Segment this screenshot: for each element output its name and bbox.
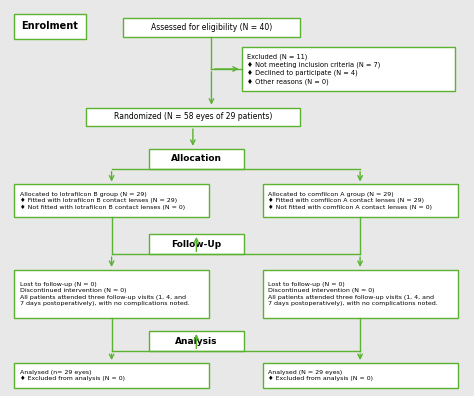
- FancyBboxPatch shape: [149, 331, 244, 351]
- Text: Follow-Up: Follow-Up: [171, 240, 221, 249]
- FancyBboxPatch shape: [86, 108, 300, 126]
- Text: Analysis: Analysis: [175, 337, 218, 346]
- FancyBboxPatch shape: [14, 13, 86, 39]
- Text: Randomized (N = 58 eyes of 29 patients): Randomized (N = 58 eyes of 29 patients): [114, 112, 272, 122]
- FancyBboxPatch shape: [14, 185, 209, 217]
- FancyBboxPatch shape: [14, 270, 209, 318]
- Text: Lost to follow-up (N = 0)
Discontinued intervention (N = 0)
All patients attende: Lost to follow-up (N = 0) Discontinued i…: [19, 282, 189, 306]
- Text: Analysed (n= 29 eyes)
♦ Excluded from analysis (N = 0): Analysed (n= 29 eyes) ♦ Excluded from an…: [19, 369, 125, 381]
- Text: Excluded (N = 11)
♦ Not meeting inclusion criteria (N = 7)
♦ Declined to partici: Excluded (N = 11) ♦ Not meeting inclusio…: [247, 53, 381, 85]
- FancyBboxPatch shape: [263, 185, 458, 217]
- FancyBboxPatch shape: [149, 234, 244, 254]
- Text: Enrolment: Enrolment: [22, 21, 79, 31]
- FancyBboxPatch shape: [242, 47, 456, 91]
- FancyBboxPatch shape: [123, 17, 300, 37]
- Text: Analysed (N = 29 eyes)
♦ Excluded from analysis (N = 0): Analysed (N = 29 eyes) ♦ Excluded from a…: [268, 369, 373, 381]
- Text: Allocated to lotrafilcon B group (N = 29)
♦ Fitted with lotrafilcon B contact le: Allocated to lotrafilcon B group (N = 29…: [19, 192, 185, 210]
- FancyBboxPatch shape: [263, 270, 458, 318]
- FancyBboxPatch shape: [149, 149, 244, 169]
- Text: Allocated to comfilcon A group (N = 29)
♦ Fitted with comfilcon A contact lenses: Allocated to comfilcon A group (N = 29) …: [268, 192, 432, 210]
- Text: Assessed for eligibility (N = 40): Assessed for eligibility (N = 40): [151, 23, 272, 32]
- FancyBboxPatch shape: [263, 363, 458, 388]
- Text: Lost to follow-up (N = 0)
Discontinued intervention (N = 0)
All patients attende: Lost to follow-up (N = 0) Discontinued i…: [268, 282, 438, 306]
- Text: Allocation: Allocation: [171, 154, 222, 163]
- FancyBboxPatch shape: [14, 363, 209, 388]
